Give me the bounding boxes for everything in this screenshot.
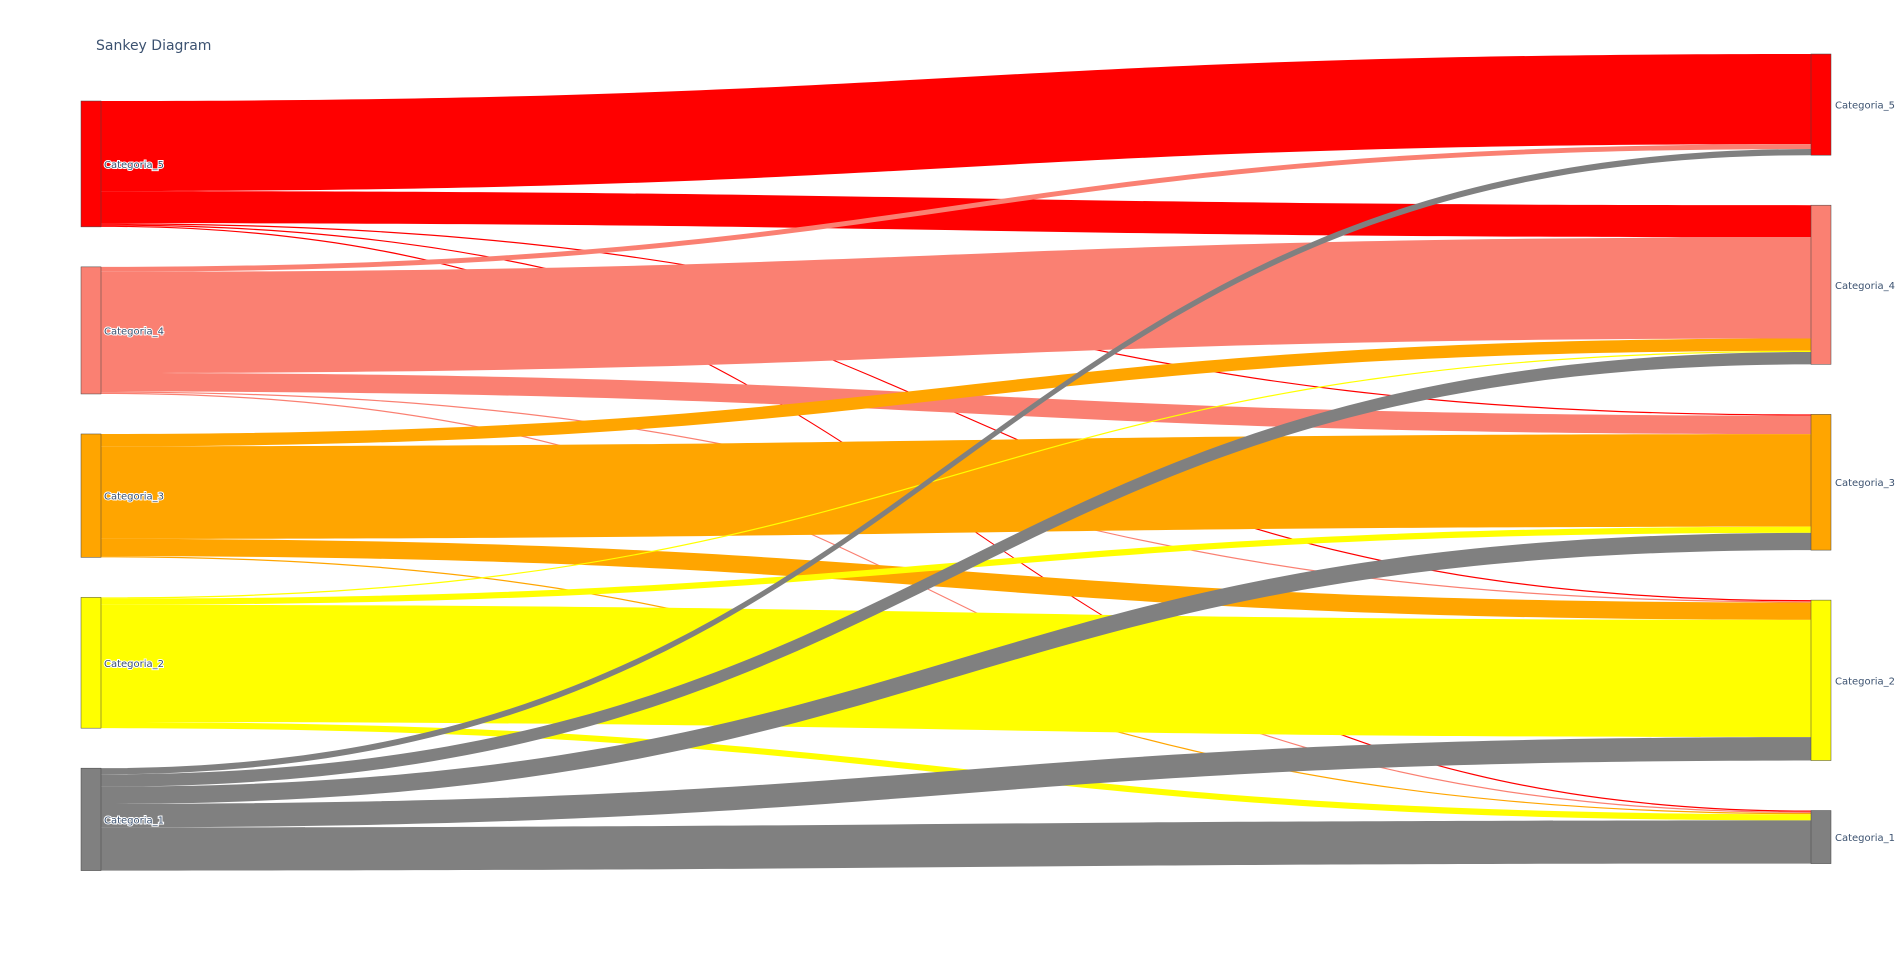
sankey-nodes: Categoria_5 Categoria_4 Categoria_3 Categor…	[80, 53, 1895, 871]
link-s3-t2[interactable]	[101, 538, 1811, 620]
link-s1-t1[interactable]	[101, 820, 1811, 871]
node-t1[interactable]	[1810, 810, 1832, 864]
node-label-t5: Categoria_5	[1835, 101, 1895, 112]
node-label-s3: Categoria_3	[104, 492, 164, 503]
node-label-t4: Categoria_4	[1835, 281, 1895, 292]
node-s5[interactable]	[80, 100, 102, 228]
link-s5-t2[interactable]	[101, 224, 1811, 602]
node-t4[interactable]	[1810, 204, 1832, 365]
node-s2[interactable]	[80, 597, 102, 729]
link-s4-t4[interactable]	[101, 237, 1811, 373]
link-s1-t4[interactable]	[101, 352, 1811, 787]
node-s1[interactable]	[80, 767, 102, 871]
link-s4-t5[interactable]	[101, 144, 1811, 272]
link-s1-t2[interactable]	[101, 737, 1811, 828]
link-s4-t1[interactable]	[101, 392, 1811, 814]
node-s3[interactable]	[80, 433, 102, 558]
link-s5-t5[interactable]	[101, 54, 1811, 192]
node-label-s5: Categoria_5	[104, 160, 164, 171]
node-label-s4: Categoria_4	[104, 326, 164, 337]
node-label-s2: Categoria_2	[104, 659, 164, 670]
link-s1-t3[interactable]	[101, 532, 1811, 804]
link-s5-t4[interactable]	[101, 191, 1811, 238]
node-label-t3: Categoria_3	[1835, 478, 1895, 489]
link-s3-t4[interactable]	[101, 338, 1811, 447]
node-t2[interactable]	[1810, 599, 1832, 761]
node-label-t2: Categoria_2	[1835, 676, 1895, 687]
link-s4-t3[interactable]	[101, 372, 1811, 435]
node-t3[interactable]	[1810, 414, 1832, 551]
sankey-links	[101, 54, 1811, 871]
node-label-t1: Categoria_1	[1835, 833, 1895, 844]
link-s2-t4[interactable]	[101, 350, 1811, 599]
node-t5[interactable]	[1810, 53, 1832, 156]
link-s1-t5[interactable]	[101, 149, 1811, 775]
link-s3-t3[interactable]	[101, 434, 1811, 539]
node-s4[interactable]	[80, 266, 102, 395]
chart-title: Sankey Diagram	[96, 38, 211, 54]
node-label-s1: Categoria_1	[104, 815, 164, 826]
